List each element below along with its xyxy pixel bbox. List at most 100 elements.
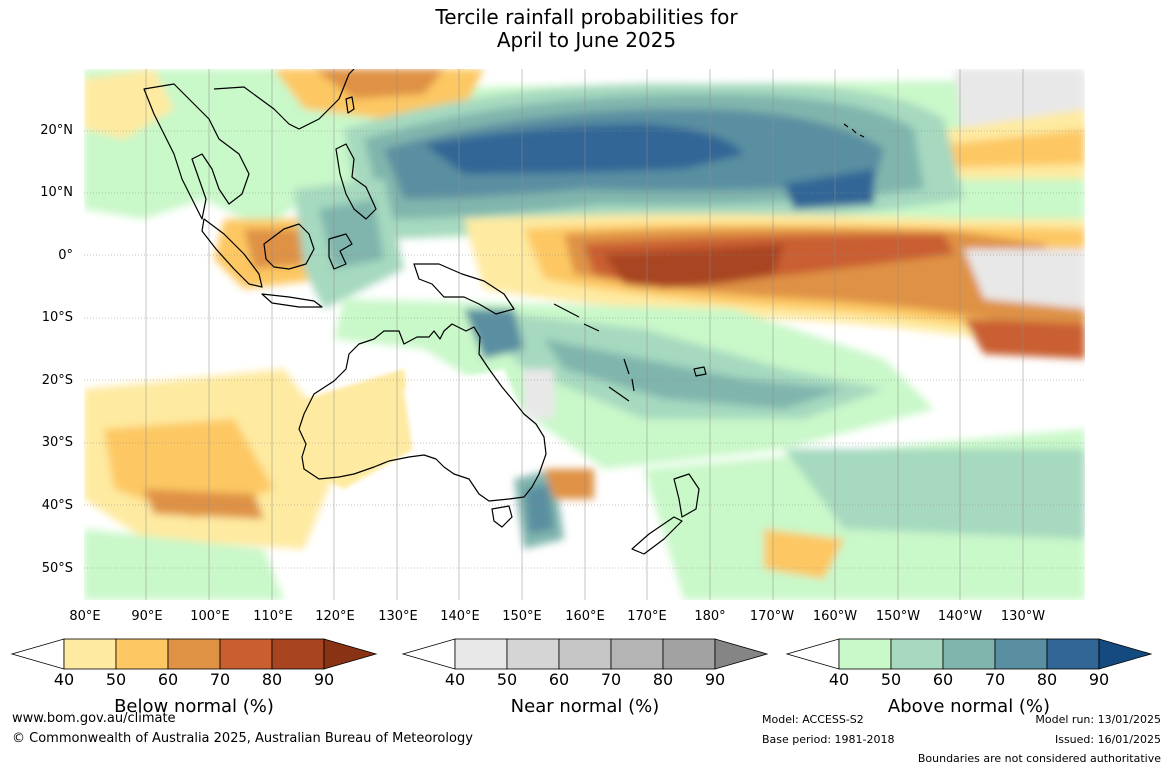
new-zealand-south-coastline <box>631 516 683 555</box>
lon-label-140w: 140°W <box>937 609 983 624</box>
near-colorbar-arrow-high <box>714 638 769 670</box>
gridlines <box>84 69 1085 600</box>
above-tick-40: 40 <box>828 670 850 689</box>
sumatra-coastline <box>201 218 263 288</box>
footer-model: Model: ACCESS-S2 <box>762 713 864 726</box>
lat-label-10n: 10°N <box>40 185 73 200</box>
below-50-australia-west <box>299 369 414 489</box>
above-colorbar-swatch-1 <box>838 638 892 670</box>
lat-label-50s: 50°S <box>41 561 73 576</box>
below-colorbar-arrow-high <box>323 638 378 670</box>
footer-disclaimer: Boundaries are not considered authoritat… <box>917 752 1161 765</box>
below-60-south-pacific <box>764 529 844 579</box>
footer-url: www.bom.gov.au/climate <box>12 711 176 726</box>
no-signal-australia <box>404 369 534 479</box>
philippines-coastline <box>335 143 377 220</box>
lon-label-170e: 170°E <box>627 609 667 624</box>
below-colorbar-arrow-low <box>10 638 65 670</box>
vanuatu-coastline <box>623 358 635 392</box>
near-tick-80: 80 <box>652 670 674 689</box>
above-tick-60: 60 <box>932 670 954 689</box>
map-title-line1: Tercile rainfall probabilities for <box>435 5 738 29</box>
above-70-swp <box>544 339 844 409</box>
lon-label-90e: 90°E <box>131 609 163 624</box>
map-title-line2: April to June 2025 <box>496 28 677 52</box>
above-tick-90: 90 <box>1088 670 1110 689</box>
java-coastline <box>261 293 323 308</box>
above-colorbar-swatch-4 <box>994 638 1048 670</box>
lat-label-10s: 10°S <box>41 310 73 325</box>
near-tick-40: 40 <box>444 670 466 689</box>
above-colorbar-swatch-5 <box>1046 638 1100 670</box>
legend-title-below: Below normal (%) <box>114 696 274 717</box>
above-colorbar-swatch-2 <box>890 638 944 670</box>
above-90-core <box>424 124 744 174</box>
lon-label-160e: 160°E <box>565 609 605 624</box>
lon-label-160w: 160°W <box>812 609 858 624</box>
hawaii-coastline <box>843 123 865 138</box>
above-tick-70: 70 <box>984 670 1006 689</box>
australia-coastline <box>298 323 547 502</box>
above-80-tasman <box>524 484 554 534</box>
near-colorbar-swatch-1 <box>454 638 508 670</box>
lon-label-140e: 140°E <box>440 609 480 624</box>
coastlines <box>143 69 865 555</box>
new-guinea-coastline <box>413 263 515 315</box>
lat-label-30s: 30°S <box>41 435 73 450</box>
legend-title-near: Near normal (%) <box>510 696 660 717</box>
near-40-australia <box>524 369 554 419</box>
sulawesi-coastline <box>328 233 353 270</box>
lon-label-120e: 120°E <box>315 609 355 624</box>
below-70-maritime <box>244 229 309 269</box>
below-colorbar-swatch-5 <box>271 638 325 670</box>
above-tick-80: 80 <box>1036 670 1058 689</box>
lon-label-170w: 170°W <box>749 609 795 624</box>
below-colorbar-swatch-4 <box>219 638 273 670</box>
lat-label-20n: 20°N <box>40 123 73 138</box>
near-tick-90: 90 <box>704 670 726 689</box>
indochina-coastline <box>143 83 250 220</box>
near-colorbar-swatch-3 <box>558 638 612 670</box>
near-colorbar-swatch-4 <box>610 638 664 670</box>
lat-label-40s: 40°S <box>41 498 73 513</box>
probability-field <box>84 69 1085 600</box>
tasmania-coastline <box>491 505 513 528</box>
near-tick-70: 70 <box>600 670 622 689</box>
above-colorbar-swatch-3 <box>942 638 996 670</box>
colorbar-near-normal <box>401 638 769 670</box>
below-80-southeast <box>964 319 1085 359</box>
legend-title-above: Above normal (%) <box>887 696 1051 717</box>
below-tick-40: 40 <box>53 670 75 689</box>
below-70-south-pacific <box>544 469 594 499</box>
map-canvas <box>84 69 1085 600</box>
below-colorbar-swatch-2 <box>115 638 169 670</box>
below-70-south-indian <box>144 489 264 519</box>
above-tick-50: 50 <box>880 670 902 689</box>
lon-label-130e: 130°E <box>378 609 418 624</box>
near-40-east-band <box>964 249 1085 309</box>
below-tick-70: 70 <box>209 670 231 689</box>
footer-issued: Issued: 16/01/2025 <box>1054 733 1161 746</box>
above-90-core-east <box>784 169 874 209</box>
lat-label-20s: 20°S <box>41 373 73 388</box>
new-zealand-north-coastline <box>673 473 700 518</box>
near-tick-50: 50 <box>496 670 518 689</box>
below-tick-90: 90 <box>313 670 335 689</box>
below-colorbar-swatch-3 <box>167 638 221 670</box>
below-70-north-ssea <box>314 69 444 99</box>
footer-base-period: Base period: 1981-2018 <box>762 733 895 746</box>
borneo-coastline <box>263 223 315 270</box>
new-caledonia-coastline <box>608 386 630 402</box>
solomon-islands-coastline <box>553 303 600 332</box>
australia-signal <box>299 369 534 489</box>
colorbar-below-normal <box>10 638 378 670</box>
lon-label-110e: 110°E <box>253 609 293 624</box>
taiwan-coastline <box>345 96 355 114</box>
below-tick-80: 80 <box>261 670 283 689</box>
above-colorbar-arrow-high <box>1098 638 1153 670</box>
below-tick-50: 50 <box>105 670 127 689</box>
lon-label-100e: 100°E <box>190 609 230 624</box>
above-50-south-indian <box>84 529 284 600</box>
near-colorbar-swatch-2 <box>506 638 560 670</box>
above-60-south-pacific <box>784 449 1085 539</box>
